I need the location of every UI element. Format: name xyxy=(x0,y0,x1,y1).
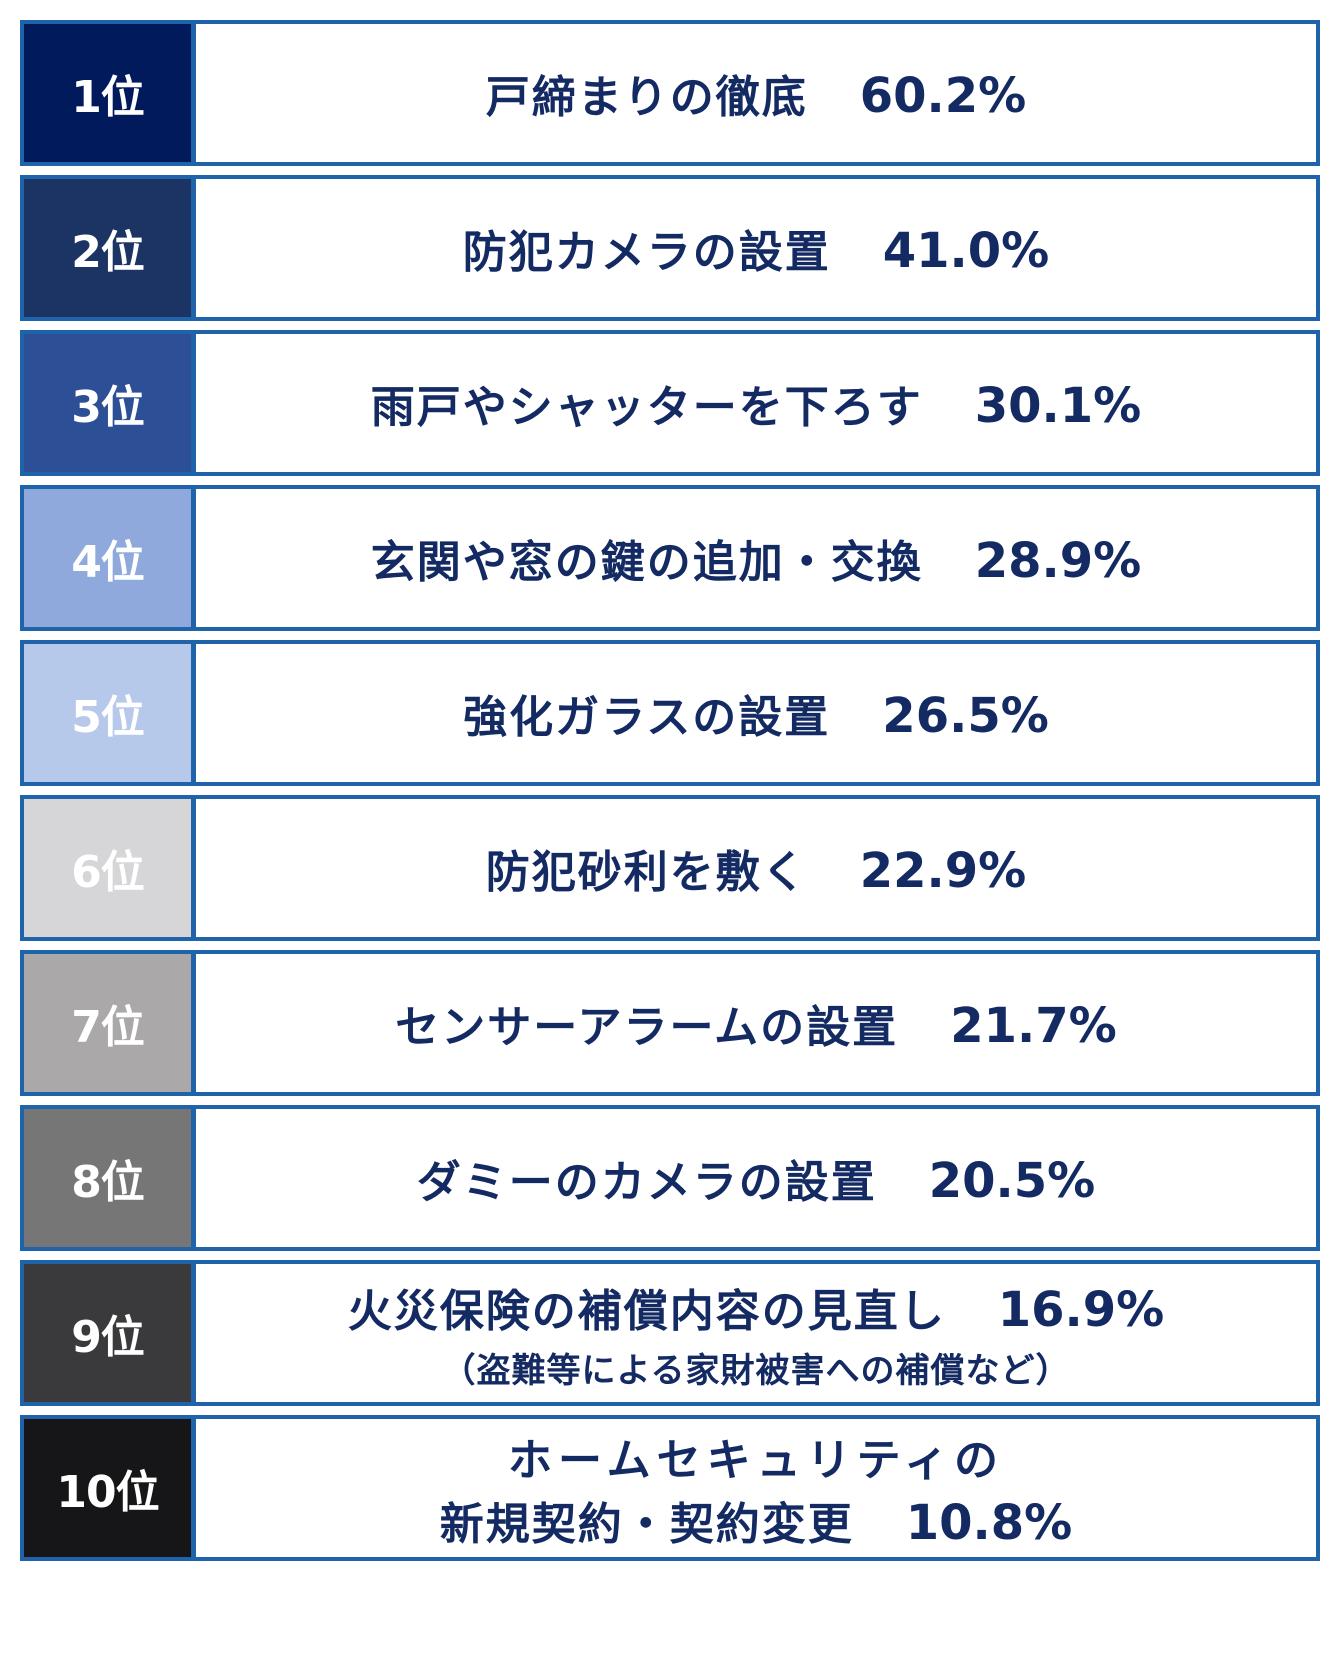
rank-body: 戸締まりの徹底 60.2% xyxy=(196,24,1316,162)
rank-percentage: 16.9% xyxy=(997,1281,1165,1338)
rank-badge: 9位 xyxy=(24,1264,196,1402)
rank-row-8: 8位 ダミーのカメラの設置 20.5% xyxy=(20,1105,1320,1251)
rank-badge: 5位 xyxy=(24,644,196,782)
rank-badge: 3位 xyxy=(24,334,196,472)
rank-line: センサーアラームの設置 21.7% xyxy=(395,991,1116,1055)
rank-label: 防犯砂利を敷く xyxy=(485,847,808,898)
rank-line: 雨戸やシャッターを下ろす 30.1% xyxy=(371,371,1142,435)
rank-line: 防犯砂利を敷く 22.9% xyxy=(486,836,1027,900)
rank-row-1: 1位 戸締まりの徹底 60.2% xyxy=(20,20,1320,166)
rank-body: 雨戸やシャッターを下ろす 30.1% xyxy=(196,334,1316,472)
rank-row-6: 6位 防犯砂利を敷く 22.9% xyxy=(20,795,1320,941)
rank-body: センサーアラームの設置 21.7% xyxy=(196,954,1316,1092)
rank-label: 雨戸やシャッターを下ろす xyxy=(370,382,923,433)
rank-percentage: 28.9% xyxy=(974,533,1142,589)
rank-body: ホームセキュリティの 新規契約・契約変更 10.8% xyxy=(196,1419,1316,1557)
rank-label-line1: ホームセキュリティの xyxy=(507,1435,1005,1486)
rank-percentage: 30.1% xyxy=(974,378,1142,434)
rank-row-3: 3位 雨戸やシャッターを下ろす 30.1% xyxy=(20,330,1320,476)
rank-label-line2: 新規契約・契約変更 xyxy=(439,1499,854,1550)
rank-body: ダミーのカメラの設置 20.5% xyxy=(196,1109,1316,1247)
rank-percentage: 26.5% xyxy=(882,688,1049,744)
rank-badge: 6位 xyxy=(24,799,196,937)
rank-line: 火災保険の補償内容の見直し 16.9% xyxy=(348,1275,1165,1339)
rank-badge: 7位 xyxy=(24,954,196,1092)
rank-row-7: 7位 センサーアラームの設置 21.7% xyxy=(20,950,1320,1096)
rank-label: ダミーのカメラの設置 xyxy=(416,1157,877,1208)
rank-body: 防犯カメラの設置 41.0% xyxy=(196,179,1316,317)
rank-line: 戸締まりの徹底 60.2% xyxy=(486,61,1027,125)
rank-row-9: 9位 火災保険の補償内容の見直し 16.9% （盗難等による家財被害への補償など… xyxy=(20,1260,1320,1406)
rank-body: 玄関や窓の鍵の追加・交換 28.9% xyxy=(196,489,1316,627)
rank-label: 強化ガラスの設置 xyxy=(463,692,831,743)
rank-body: 強化ガラスの設置 26.5% xyxy=(196,644,1316,782)
rank-row-5: 5位 強化ガラスの設置 26.5% xyxy=(20,640,1320,786)
rank-note: （盗難等による家財被害への補償など） xyxy=(441,1350,1071,1391)
rank-percentage: 21.7% xyxy=(950,998,1117,1054)
rank-percentage: 10.8% xyxy=(905,1495,1073,1551)
rank-label: 玄関や窓の鍵の追加・交換 xyxy=(370,537,923,588)
rank-row-10: 10位 ホームセキュリティの 新規契約・契約変更 10.8% xyxy=(20,1415,1320,1561)
rank-badge: 2位 xyxy=(24,179,196,317)
rank-label: 戸締まりの徹底 xyxy=(485,72,808,123)
rank-line: 強化ガラスの設置 26.5% xyxy=(463,681,1049,745)
rank-body: 火災保険の補償内容の見直し 16.9% （盗難等による家財被害への補償など） xyxy=(196,1264,1316,1402)
rank-percentage: 41.0% xyxy=(882,223,1050,279)
rank-line: 玄関や窓の鍵の追加・交換 28.9% xyxy=(371,526,1142,590)
rank-label: 火災保険の補償内容の見直し xyxy=(347,1285,946,1337)
rank-line: ダミーのカメラの設置 20.5% xyxy=(417,1146,1096,1210)
rank-percentage: 20.5% xyxy=(928,1153,1096,1209)
rank-label: 防犯カメラの設置 xyxy=(462,227,831,278)
rank-label: センサーアラームの設置 xyxy=(395,1002,899,1053)
rank-body: 防犯砂利を敷く 22.9% xyxy=(196,799,1316,937)
rank-badge: 10位 xyxy=(24,1419,196,1557)
rank-percentage: 22.9% xyxy=(859,843,1027,899)
rank-line: 防犯カメラの設置 41.0% xyxy=(463,216,1050,280)
rank-line: ホームセキュリティの xyxy=(508,1424,1004,1488)
rank-badge: 4位 xyxy=(24,489,196,627)
rank-row-2: 2位 防犯カメラの設置 41.0% xyxy=(20,175,1320,321)
rank-row-4: 4位 玄関や窓の鍵の追加・交換 28.9% xyxy=(20,485,1320,631)
rank-line: 新規契約・契約変更 10.8% xyxy=(440,1488,1073,1552)
rank-badge: 8位 xyxy=(24,1109,196,1247)
rank-percentage: 60.2% xyxy=(859,68,1027,124)
rank-badge: 1位 xyxy=(24,24,196,162)
